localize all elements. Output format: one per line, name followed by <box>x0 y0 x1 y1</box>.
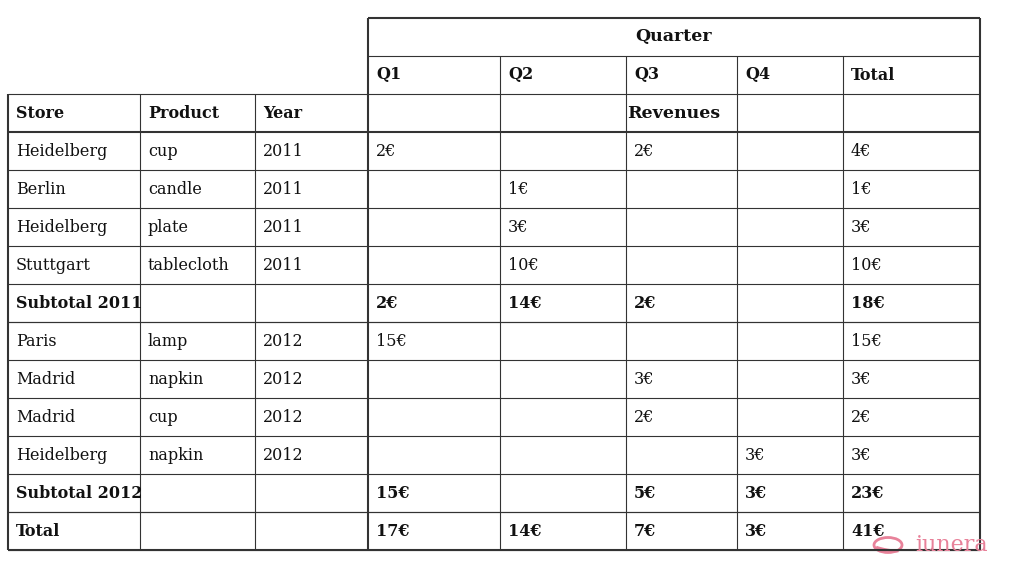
Text: plate: plate <box>148 218 189 236</box>
Text: Subtotal 2011: Subtotal 2011 <box>16 295 142 312</box>
Text: 2€: 2€ <box>634 409 654 426</box>
Text: Stuttgart: Stuttgart <box>16 257 91 273</box>
Text: cup: cup <box>148 409 177 426</box>
Text: Heidelberg: Heidelberg <box>16 446 108 464</box>
Text: 14€: 14€ <box>508 523 542 540</box>
Text: 3€: 3€ <box>851 371 871 387</box>
Text: 1€: 1€ <box>508 180 528 198</box>
Text: 2012: 2012 <box>263 332 304 350</box>
Text: 3€: 3€ <box>851 218 871 236</box>
Text: Year: Year <box>263 104 302 121</box>
Text: 2€: 2€ <box>851 409 871 426</box>
Text: 2€: 2€ <box>634 295 656 312</box>
Text: Madrid: Madrid <box>16 409 75 426</box>
Text: 4€: 4€ <box>851 143 871 159</box>
Text: Total: Total <box>16 523 60 540</box>
Text: 3€: 3€ <box>745 446 766 464</box>
Text: napkin: napkin <box>148 371 204 387</box>
Text: Total: Total <box>851 66 895 84</box>
Text: 5€: 5€ <box>634 485 656 501</box>
Text: Q4: Q4 <box>745 66 770 84</box>
Text: 2011: 2011 <box>263 180 304 198</box>
Text: Q2: Q2 <box>508 66 534 84</box>
Text: 41€: 41€ <box>851 523 885 540</box>
Text: 2012: 2012 <box>263 409 304 426</box>
Text: 2012: 2012 <box>263 371 304 387</box>
Text: 7€: 7€ <box>634 523 656 540</box>
Text: Heidelberg: Heidelberg <box>16 143 108 159</box>
Text: Store: Store <box>16 104 65 121</box>
Text: Q3: Q3 <box>634 66 659 84</box>
Text: 15€: 15€ <box>851 332 882 350</box>
Text: Madrid: Madrid <box>16 371 75 387</box>
Text: Product: Product <box>148 104 219 121</box>
Text: 14€: 14€ <box>508 295 542 312</box>
Text: 3€: 3€ <box>745 485 767 501</box>
Text: 17€: 17€ <box>376 523 410 540</box>
Text: 10€: 10€ <box>508 257 539 273</box>
Text: lamp: lamp <box>148 332 188 350</box>
Text: Q1: Q1 <box>376 66 401 84</box>
Text: 23€: 23€ <box>851 485 885 501</box>
Text: Quarter: Quarter <box>636 29 713 45</box>
Text: 3€: 3€ <box>634 371 654 387</box>
Text: 15€: 15€ <box>376 485 410 501</box>
Text: 3€: 3€ <box>745 523 767 540</box>
Text: 2011: 2011 <box>263 257 304 273</box>
Text: Subtotal 2012: Subtotal 2012 <box>16 485 142 501</box>
Text: napkin: napkin <box>148 446 204 464</box>
Text: 10€: 10€ <box>851 257 882 273</box>
Text: 3€: 3€ <box>508 218 528 236</box>
Text: 2€: 2€ <box>376 295 398 312</box>
Text: 2011: 2011 <box>263 143 304 159</box>
Text: candle: candle <box>148 180 202 198</box>
Text: tablecloth: tablecloth <box>148 257 229 273</box>
Text: 3€: 3€ <box>851 446 871 464</box>
Text: 15€: 15€ <box>376 332 407 350</box>
Text: iunera: iunera <box>915 534 987 556</box>
Text: 2011: 2011 <box>263 218 304 236</box>
Text: Berlin: Berlin <box>16 180 66 198</box>
Text: 18€: 18€ <box>851 295 885 312</box>
Text: Paris: Paris <box>16 332 56 350</box>
Text: 2€: 2€ <box>376 143 396 159</box>
Text: 2012: 2012 <box>263 446 304 464</box>
Text: cup: cup <box>148 143 177 159</box>
Text: 2€: 2€ <box>634 143 654 159</box>
Text: Heidelberg: Heidelberg <box>16 218 108 236</box>
Text: 1€: 1€ <box>851 180 871 198</box>
Text: Revenues: Revenues <box>628 104 721 121</box>
